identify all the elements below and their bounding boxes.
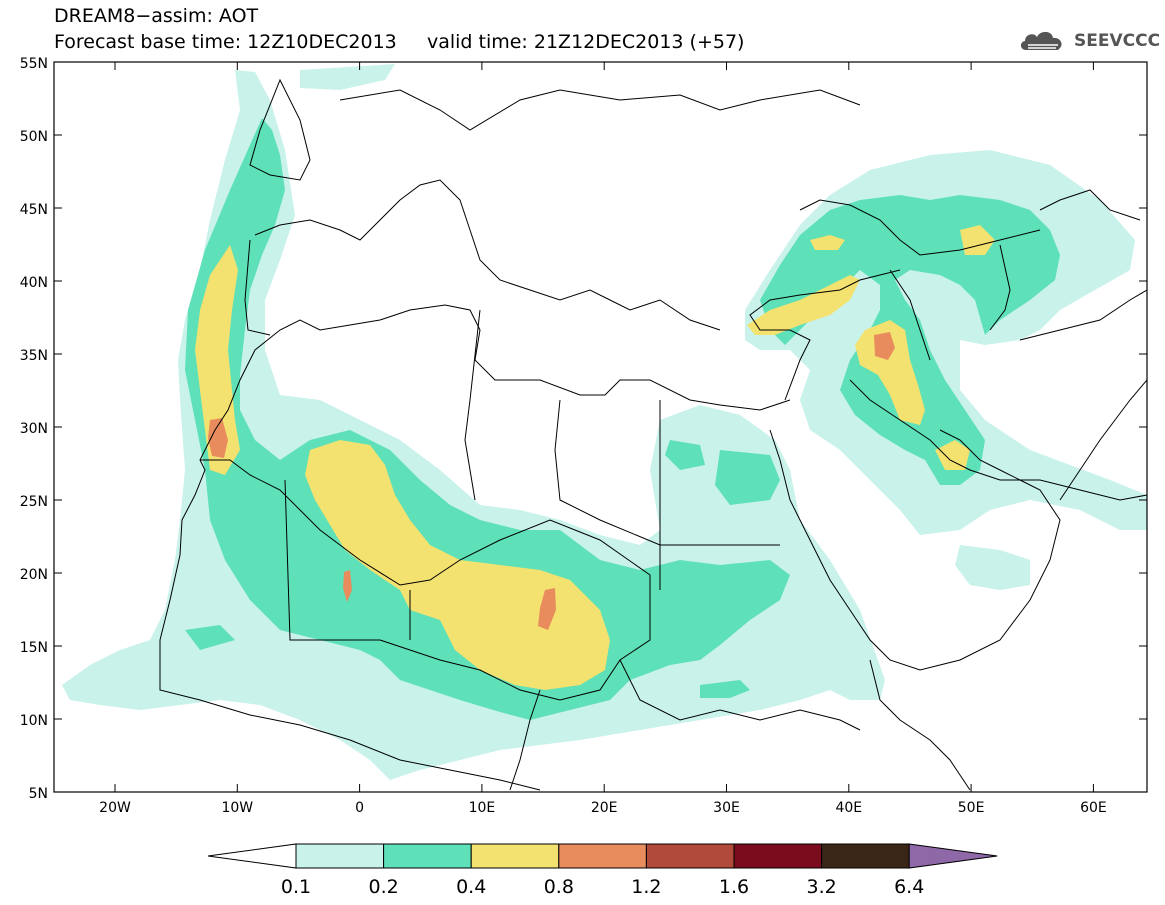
lon-label: 30E [713, 800, 740, 816]
lon-label: 60E [1080, 800, 1107, 816]
aot-level-0-2 [185, 118, 1060, 720]
colorbar-label: 0.8 [544, 876, 574, 898]
colorbar-legend: 0.1 0.2 0.4 0.8 1.2 1.6 3.2 6.4 [207, 843, 998, 898]
colorbar-label: 0.1 [281, 876, 311, 898]
map-title: DREAM8−assim: AOT [54, 5, 259, 27]
colorbar-segment [821, 843, 910, 869]
lat-label: 40N [20, 275, 48, 291]
latitude-axis: 55N 50N 45N 40N 35N 30N 25N 20N 15N 10N 5N [20, 56, 1147, 802]
colorbar-low-arrow [207, 843, 297, 869]
lon-label: 10E [469, 800, 496, 816]
seevccc-logo: SEEVCCC [1018, 26, 1160, 56]
lat-label: 5N [29, 786, 48, 802]
lat-label: 35N [20, 348, 48, 364]
lat-label: 55N [20, 56, 48, 72]
lat-label: 30N [20, 421, 48, 437]
lat-label: 20N [20, 567, 48, 583]
lon-label: 0 [355, 800, 364, 816]
colorbar-segment [733, 843, 823, 869]
aot-contours [62, 64, 1147, 780]
colorbar-high-arrow [908, 843, 998, 869]
logo-text: SEEVCCC [1074, 31, 1161, 51]
lon-label: 20E [591, 800, 618, 816]
colorbar-label: 6.4 [894, 876, 924, 898]
coastlines-borders [159, 78, 1147, 791]
lon-label: 40E [835, 800, 862, 816]
lat-label: 25N [20, 494, 48, 510]
colorbar-label: 0.2 [368, 876, 398, 898]
lat-label: 45N [20, 202, 48, 218]
colorbar-segment [383, 843, 472, 869]
longitude-axis: 20W 10W 0 10E 20E 30E 40E 50E 60E [99, 62, 1107, 816]
colorbar-segment [645, 843, 735, 869]
lon-label: 50E [958, 800, 985, 816]
cloud-icon [1020, 31, 1062, 50]
lon-label: 10W [221, 800, 253, 816]
aot-level-0-4 [195, 225, 995, 690]
colorbar-label: 1.6 [719, 876, 749, 898]
lat-label: 10N [20, 713, 48, 729]
aot-level-0-8 [208, 332, 895, 630]
colorbar-segment [295, 843, 385, 869]
lat-label: 50N [20, 129, 48, 145]
lat-label: 15N [20, 640, 48, 656]
colorbar-label: 1.2 [631, 876, 661, 898]
forecast-time-subtitle: Forecast base time: 12Z10DEC2013 valid t… [54, 31, 745, 53]
colorbar-segment [470, 843, 560, 869]
colorbar-label: 0.4 [456, 876, 486, 898]
colorbar-label: 3.2 [806, 876, 836, 898]
colorbar-segment [558, 843, 647, 869]
lon-label: 20W [99, 800, 131, 816]
